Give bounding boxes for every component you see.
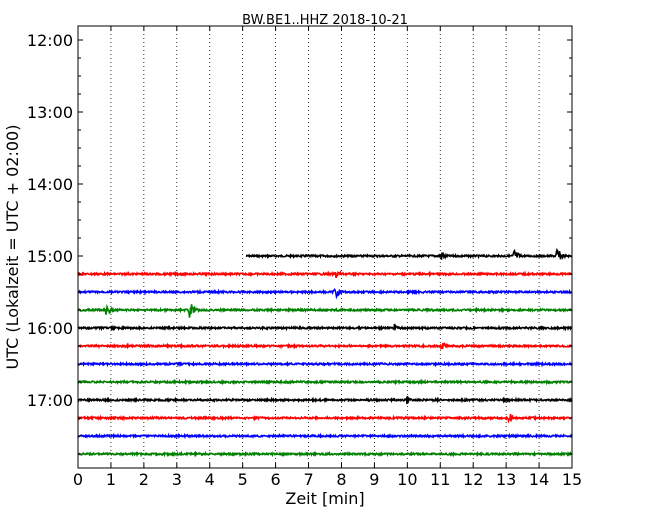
x-tick-label-3: 3 <box>172 470 182 489</box>
x-tick-label-7: 7 <box>303 470 313 489</box>
x-tick-label-5: 5 <box>238 470 248 489</box>
y-tick-label-3: 15:00 <box>27 247 73 266</box>
x-tick-label-13: 13 <box>496 470 516 489</box>
plot-frame <box>77 25 573 469</box>
grid-lines <box>110 26 540 468</box>
trace-1530 <box>77 288 573 300</box>
y-axis-label: UTC (Lokalzeit = UTC + 02:00) <box>3 125 22 370</box>
trace-1500 <box>245 247 573 260</box>
y-tick-label-5: 17:00 <box>27 391 73 410</box>
x-tick-label-12: 12 <box>463 470 483 489</box>
x-tick-label-10: 10 <box>397 470 417 489</box>
x-tick-label-15: 15 <box>562 470 582 489</box>
trace-1645 <box>77 378 573 386</box>
x-tick-label-8: 8 <box>336 470 346 489</box>
trace-group <box>77 247 573 458</box>
y-tick-label-0: 12:00 <box>27 31 73 50</box>
chart-title: BW.BE1..HHZ 2018-10-21 <box>242 13 408 28</box>
x-tick-label-0: 0 <box>73 470 83 489</box>
trace-1615 <box>77 342 573 351</box>
y-tick-label-4: 16:00 <box>27 319 73 338</box>
x-tick-label-2: 2 <box>139 470 149 489</box>
x-tick-label-9: 9 <box>369 470 379 489</box>
trace-1515 <box>77 270 573 279</box>
trace-1730 <box>77 432 573 440</box>
trace-1700 <box>77 395 573 405</box>
tick-group: 0 1 2 3 4 5 6 7 8 9 10 11 12 13 14 1512:0013:0014:0015:… <box>27 26 582 489</box>
x-axis-label: Zeit [min] <box>285 489 364 508</box>
trace-1545 <box>77 303 573 318</box>
x-tick-label-1: 1 <box>106 470 116 489</box>
y-tick-label-2: 14:00 <box>27 175 73 194</box>
trace-1630 <box>77 360 573 368</box>
trace-1600 <box>77 323 573 332</box>
x-tick-label-11: 11 <box>430 470 450 489</box>
y-tick-label-1: 13:00 <box>27 103 73 122</box>
trace-1745 <box>77 450 573 458</box>
x-tick-label-6: 6 <box>271 470 281 489</box>
x-tick-label-14: 14 <box>529 470 549 489</box>
x-tick-label-4: 4 <box>205 470 215 489</box>
trace-1715 <box>77 413 573 424</box>
